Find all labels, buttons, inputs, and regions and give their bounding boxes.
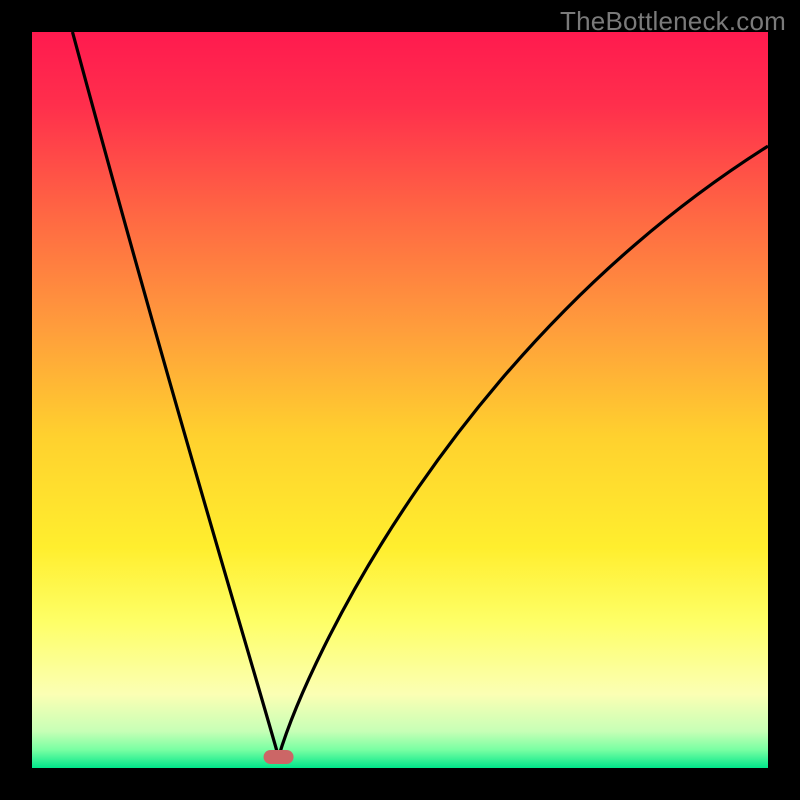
chart-background [32, 32, 768, 768]
watermark-text: TheBottleneck.com [560, 6, 786, 37]
